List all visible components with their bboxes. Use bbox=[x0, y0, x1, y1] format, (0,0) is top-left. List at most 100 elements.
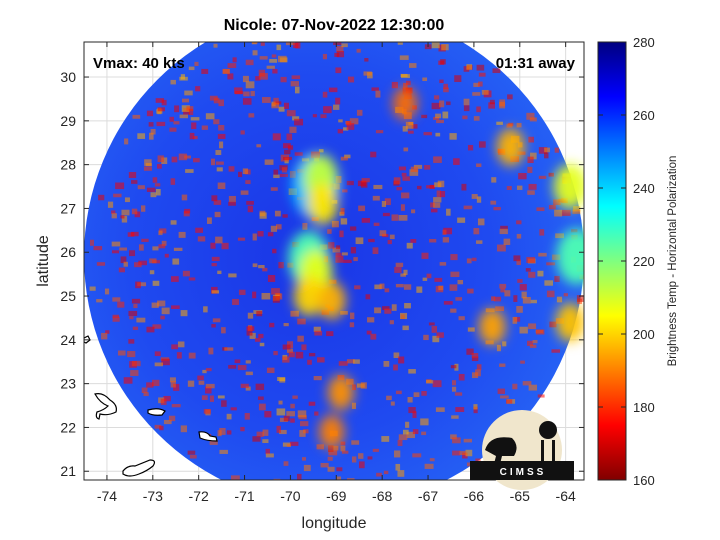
texture-cell bbox=[462, 452, 468, 459]
texture-cell bbox=[463, 438, 472, 443]
texture-cell bbox=[161, 99, 167, 106]
x-tick-label: -72 bbox=[189, 488, 209, 504]
texture-cell bbox=[178, 153, 188, 161]
texture-cell bbox=[156, 121, 166, 127]
texture-cell bbox=[411, 124, 418, 129]
texture-cell bbox=[219, 427, 226, 435]
feature-blob bbox=[553, 164, 584, 209]
texture-cell bbox=[354, 285, 361, 290]
texture-cell bbox=[433, 116, 440, 120]
texture-cell bbox=[338, 119, 343, 123]
texture-cell bbox=[526, 112, 535, 120]
texture-cell bbox=[332, 445, 339, 451]
texture-cell bbox=[332, 247, 341, 253]
texture-cell bbox=[458, 316, 465, 321]
texture-cell bbox=[277, 55, 287, 63]
texture-cell bbox=[513, 295, 518, 302]
texture-cell bbox=[478, 141, 486, 148]
texture-cell bbox=[297, 410, 307, 418]
texture-cell bbox=[426, 273, 432, 279]
texture-cell bbox=[157, 107, 165, 112]
x-tick-label: -69 bbox=[326, 488, 346, 504]
texture-cell bbox=[327, 466, 335, 472]
texture-cell bbox=[463, 98, 470, 106]
texture-cell bbox=[186, 106, 194, 111]
texture-cell bbox=[274, 210, 281, 217]
texture-cell bbox=[555, 233, 565, 239]
texture-cell bbox=[271, 54, 277, 58]
texture-cell bbox=[244, 413, 250, 420]
texture-cell bbox=[219, 141, 224, 149]
texture-cell bbox=[406, 431, 416, 439]
texture-cell bbox=[530, 299, 537, 304]
texture-cell bbox=[246, 330, 253, 336]
island-outline bbox=[94, 393, 117, 420]
texture-cell bbox=[152, 280, 160, 286]
texture-cell bbox=[181, 98, 189, 103]
texture-cell bbox=[403, 269, 408, 276]
texture-cell bbox=[379, 230, 387, 237]
texture-cell bbox=[224, 347, 234, 351]
texture-cell bbox=[221, 327, 226, 334]
texture-cell bbox=[143, 392, 149, 397]
texture-cell bbox=[333, 42, 342, 46]
texture-cell bbox=[191, 122, 197, 130]
texture-cell bbox=[250, 90, 255, 97]
texture-cell bbox=[111, 213, 117, 219]
texture-cell bbox=[179, 114, 189, 119]
texture-cell bbox=[335, 255, 344, 263]
texture-cell bbox=[341, 450, 349, 454]
texture-cell bbox=[472, 92, 481, 96]
texture-cell bbox=[127, 350, 136, 358]
texture-cell bbox=[245, 59, 254, 66]
texture-cell bbox=[180, 310, 188, 317]
texture-cell bbox=[112, 297, 121, 302]
texture-cell bbox=[118, 267, 125, 273]
x-tick-label: -65 bbox=[510, 488, 530, 504]
texture-cell bbox=[396, 187, 403, 191]
texture-cell bbox=[256, 144, 262, 148]
texture-cell bbox=[283, 461, 289, 466]
texture-cell bbox=[525, 268, 531, 272]
texture-cell bbox=[358, 205, 366, 212]
texture-cell bbox=[516, 220, 522, 225]
texture-cell bbox=[252, 291, 257, 299]
texture-cell bbox=[134, 262, 142, 268]
texture-cell bbox=[135, 281, 141, 289]
texture-cell bbox=[443, 83, 449, 89]
texture-cell bbox=[535, 329, 545, 335]
texture-cell bbox=[516, 233, 522, 239]
texture-cell bbox=[455, 407, 465, 412]
texture-cell bbox=[400, 73, 408, 77]
texture-cell bbox=[412, 453, 422, 458]
texture-cell bbox=[546, 262, 556, 266]
texture-cell bbox=[247, 205, 254, 213]
texture-cell bbox=[146, 382, 154, 388]
texture-cell bbox=[131, 231, 139, 237]
texture-cell bbox=[452, 386, 457, 392]
texture-cell bbox=[222, 68, 230, 74]
texture-cell bbox=[271, 103, 280, 109]
texture-cell bbox=[180, 425, 188, 433]
texture-cell bbox=[171, 305, 180, 309]
texture-cell bbox=[259, 342, 265, 347]
texture-cell bbox=[255, 76, 261, 81]
feature-blob bbox=[496, 128, 525, 166]
texture-cell bbox=[286, 133, 293, 140]
texture-cell bbox=[143, 166, 152, 171]
texture-cell bbox=[290, 441, 299, 446]
texture-cell bbox=[321, 36, 330, 42]
texture-cell bbox=[261, 97, 271, 103]
texture-cell bbox=[361, 217, 371, 223]
texture-cell bbox=[433, 156, 442, 163]
island-outline bbox=[122, 459, 156, 477]
texture-cell bbox=[214, 211, 221, 218]
texture-cell bbox=[518, 172, 527, 180]
texture-cell bbox=[123, 377, 133, 384]
texture-cell bbox=[476, 106, 481, 113]
texture-cell bbox=[213, 119, 220, 125]
texture-cell bbox=[317, 357, 325, 363]
texture-cell bbox=[187, 380, 195, 387]
texture-cell bbox=[217, 270, 222, 275]
